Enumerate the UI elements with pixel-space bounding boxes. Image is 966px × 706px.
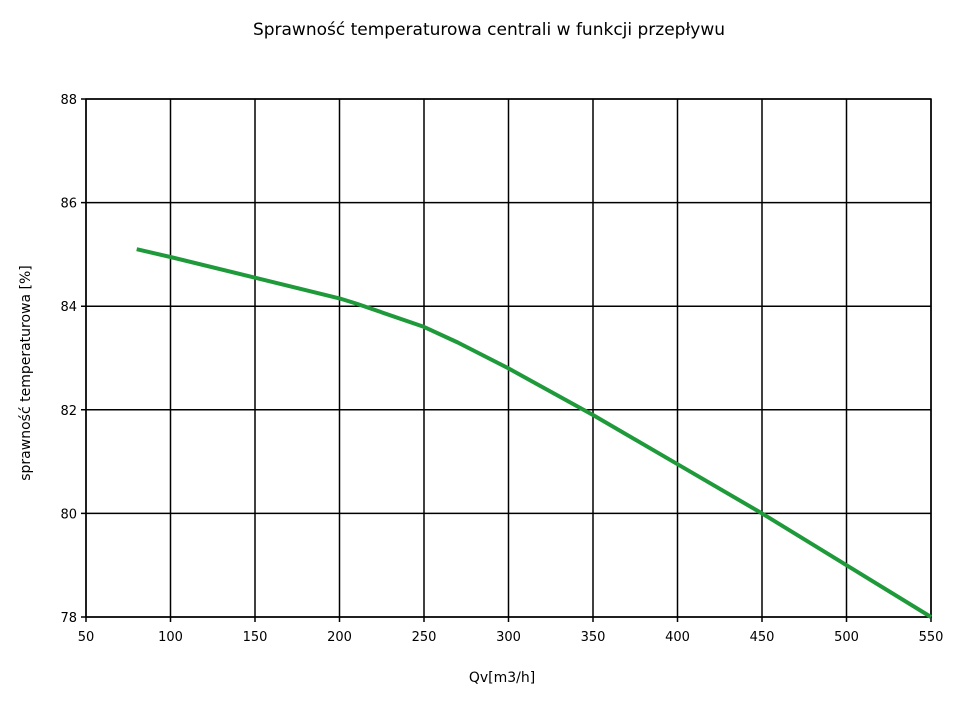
y-tick-label: 84 <box>60 300 77 315</box>
y-axis-label: sprawność temperaturowa [%] <box>18 265 34 481</box>
x-axis-label: Qv[m3/h] <box>469 670 535 686</box>
y-tick-label: 80 <box>60 507 77 522</box>
x-tick-label: 50 <box>78 630 95 645</box>
x-tick-label: 450 <box>750 630 775 645</box>
grid <box>81 98 932 622</box>
y-tick-label: 82 <box>60 404 77 419</box>
chart-title: Sprawność temperaturowa centrali w funkc… <box>253 20 725 40</box>
series-layer <box>136 247 933 619</box>
series-line-0 <box>136 247 933 619</box>
x-tick-label: 200 <box>327 630 352 645</box>
x-tick-label: 400 <box>665 630 690 645</box>
y-tick-label: 86 <box>60 197 77 212</box>
x-tick-label: 500 <box>834 630 859 645</box>
x-tick-label: 100 <box>158 630 183 645</box>
y-tick-label: 78 <box>60 611 77 626</box>
plot-frame <box>85 98 932 618</box>
x-tick-label: 350 <box>581 630 606 645</box>
x-tick-label: 250 <box>412 630 437 645</box>
x-tick-label: 150 <box>243 630 268 645</box>
y-tick-label: 88 <box>60 93 77 108</box>
tick-labels: 50 100 150 200 250 300 350 400 450 500 550 78 80 82 84… <box>60 93 943 645</box>
x-tick-label: 550 <box>919 630 944 645</box>
x-tick-label: 300 <box>496 630 521 645</box>
